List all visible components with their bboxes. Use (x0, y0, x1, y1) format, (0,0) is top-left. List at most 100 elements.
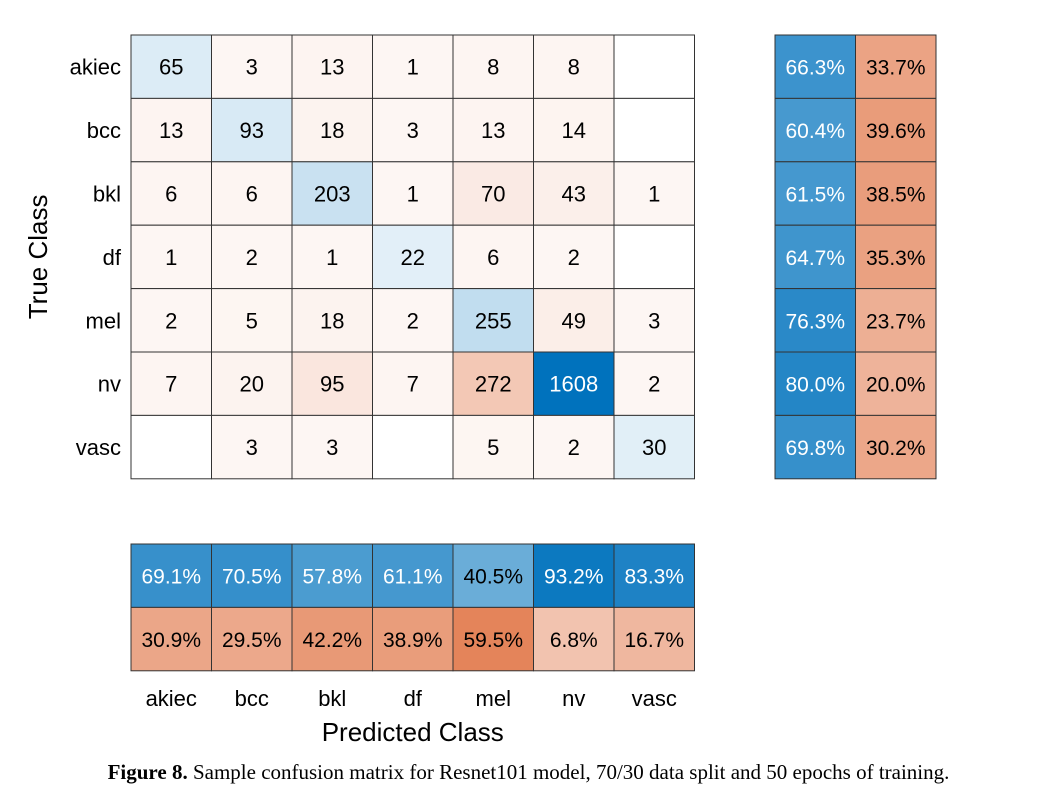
x-axis-label: Predicted Class (322, 717, 504, 747)
column-summary-incorrect-cell (372, 606, 454, 672)
column-summary-correct-cell (452, 543, 534, 608)
row-summary-correct-value: 61.5% (785, 184, 845, 207)
matrix-cell-value: 3 (326, 435, 338, 460)
caption-text: Sample confusion matrix for Resnet101 mo… (187, 760, 950, 784)
matrix-cell-value: 14 (562, 118, 586, 143)
matrix-cell-value: 13 (481, 118, 505, 143)
matrix-cell-value: 272 (475, 372, 512, 397)
column-summary-correct-value: 61.1% (383, 566, 443, 589)
matrix-cell-value: 49 (562, 308, 586, 333)
matrix-cell (130, 224, 212, 290)
matrix-cell (130, 34, 212, 99)
column-summary-incorrect-value: 38.9% (383, 629, 443, 652)
caption-label: Figure 8. (107, 760, 188, 784)
matrix-cell (533, 34, 615, 99)
matrix-cell-value: 2 (568, 245, 580, 270)
matrix-cell (291, 288, 373, 353)
column-summary-correct-value: 40.5% (463, 566, 523, 589)
column-label: df (404, 686, 423, 711)
matrix-cell (211, 414, 293, 480)
row-label: df (103, 245, 122, 270)
row-label: vasc (76, 435, 121, 460)
matrix-cell-value: 2 (407, 308, 419, 333)
column-label: akiec (146, 686, 197, 711)
matrix-cell-value: 95 (320, 372, 344, 397)
matrix-cell-value: 8 (487, 55, 499, 80)
matrix-cell (613, 351, 695, 416)
matrix-cell-value: 1 (648, 182, 660, 207)
column-summary-incorrect-value: 30.9% (141, 629, 201, 652)
matrix-cell-value: 3 (407, 118, 419, 143)
matrix-cell (533, 351, 615, 416)
matrix-cell-value: 2 (246, 245, 258, 270)
matrix-cell-value: 18 (320, 118, 344, 143)
matrix-cell-value: 1 (165, 245, 177, 270)
chart-svg: 65 3 13 1 8 813 93 18 3 13 146 6 203 1 70 43 11 2 1 22 6 22 5 1… (23, 34, 937, 747)
matrix-cell-value: 6 (165, 182, 177, 207)
matrix-cell-value: 2 (568, 435, 580, 460)
matrix-cell (372, 161, 454, 226)
matrix-cell-value: 30 (642, 435, 666, 460)
y-axis-label: True Class (23, 195, 53, 320)
matrix-cell-value: 43 (562, 182, 586, 207)
confusion-matrix-chart: 65 3 13 1 8 8 13 93 18 3 13 14 6 6 203 1 70 43 1 1 2 1 22 6 2 2 5 1… (23, 34, 937, 747)
column-summary-correct-value: 83.3% (624, 566, 684, 589)
matrix-cell-value: 2 (165, 308, 177, 333)
row-summary-incorrect-cell (855, 288, 937, 353)
row-summary-incorrect-value: 33.7% (866, 57, 926, 80)
matrix-cell-value: 2 (648, 372, 660, 397)
row-summary-correct-cell (774, 288, 856, 353)
row-summary-correct-cell (774, 224, 856, 290)
figure-caption: Figure 8. Sample confusion matrix for Re… (0, 760, 1057, 785)
row-summary-correct-value: 76.3% (785, 310, 845, 333)
row-summary-correct-value: 69.8% (785, 437, 845, 460)
matrix-cell-value: 65 (159, 55, 183, 80)
matrix-cell (613, 34, 695, 99)
column-summary-correct-value: 69.1% (141, 566, 201, 589)
column-summary-incorrect-value: 6.8% (550, 629, 598, 652)
row-summary-incorrect-cell (855, 34, 937, 99)
matrix-cell-value: 13 (159, 118, 183, 143)
matrix-cell-value: 18 (320, 308, 344, 333)
column-summary-correct-value: 70.5% (222, 566, 282, 589)
row-summary-correct-cell (774, 414, 856, 480)
row-summary-correct-cell (774, 351, 856, 416)
column-label: mel (476, 686, 511, 711)
column-summary-incorrect-cell (452, 606, 534, 672)
matrix-cell-value: 93 (240, 118, 264, 143)
row-summary-incorrect-value: 39.6% (866, 120, 926, 143)
row-label: bkl (93, 182, 121, 207)
row-label: mel (86, 308, 121, 333)
row-summary-correct-cell (774, 97, 856, 163)
column-label: vasc (632, 686, 677, 711)
matrix-cell (372, 351, 454, 416)
matrix-cell (452, 414, 534, 480)
matrix-cell (613, 97, 695, 163)
matrix-cell (533, 224, 615, 290)
matrix-cell (211, 97, 293, 163)
matrix-cell-value: 5 (246, 308, 258, 333)
matrix-cell-value: 255 (475, 308, 512, 333)
column-summary-incorrect-cell (613, 606, 695, 672)
row-summary-incorrect-value: 35.3% (866, 247, 926, 270)
row-summary-incorrect-value: 38.5% (866, 184, 926, 207)
column-summary-incorrect-cell (211, 606, 293, 672)
row-summary-incorrect-cell (855, 97, 937, 163)
matrix-cell (372, 288, 454, 353)
row-summary-correct-value: 64.7% (785, 247, 845, 270)
matrix-cell (533, 414, 615, 480)
column-summary-incorrect-cell (291, 606, 373, 672)
row-label: akiec (70, 55, 121, 80)
matrix-cell (291, 414, 373, 480)
column-label: bkl (318, 686, 346, 711)
matrix-cell (613, 414, 695, 480)
matrix-cell-value: 5 (487, 435, 499, 460)
matrix-cell (613, 161, 695, 226)
matrix-cell-value: 7 (407, 372, 419, 397)
matrix-cell (211, 34, 293, 99)
row-summary-correct-value: 66.3% (785, 57, 845, 80)
matrix-cell (533, 97, 615, 163)
column-summary-incorrect-value: 59.5% (463, 629, 523, 652)
matrix-cell (211, 288, 293, 353)
matrix-cell-value: 22 (401, 245, 425, 270)
